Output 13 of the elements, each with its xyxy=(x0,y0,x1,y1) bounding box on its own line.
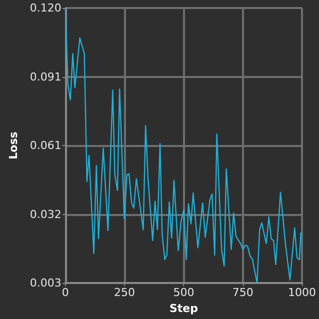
y-tick-label: 0.061 xyxy=(30,139,62,152)
x-tick-label: 1000 xyxy=(288,286,316,300)
x-tick-label: 250 xyxy=(114,286,136,300)
x-tick-label: 750 xyxy=(232,286,254,300)
y-tick-label: 0.120 xyxy=(30,2,62,14)
y-tick-label: 0.003 xyxy=(30,276,62,290)
x-tick-label: 500 xyxy=(173,286,194,300)
y-tick-label: 0.032 xyxy=(30,208,62,221)
line-series xyxy=(64,7,303,284)
y-axis-title: Loss xyxy=(7,131,20,160)
x-axis-title: Step xyxy=(169,302,198,315)
x-tick-label: 0 xyxy=(62,286,69,300)
y-tick-label: 0.091 xyxy=(30,70,62,84)
